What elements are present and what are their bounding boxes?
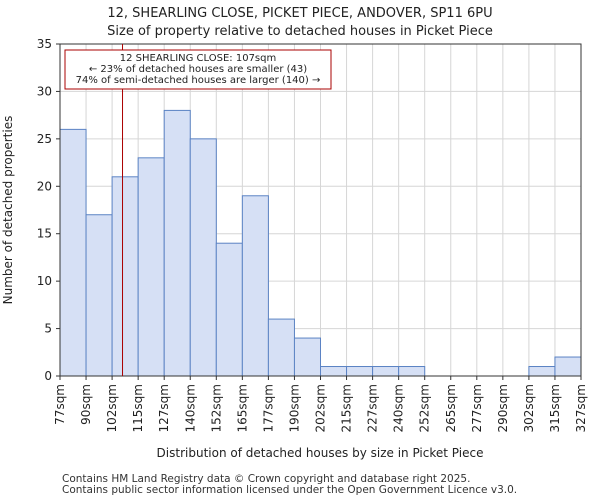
y-tick-label: 5 [44,322,52,336]
footer-copyright: Contains HM Land Registry data © Crown c… [62,473,471,485]
bar [215,242,243,377]
x-tick-label: 215sqm [340,384,354,432]
x-tick-label: 227sqm [366,384,380,432]
footer-licence: Contains public sector information licen… [62,484,518,496]
y-tick-labels: 0 5 10 15 20 25 30 35 [37,37,60,383]
x-tick-label: 177sqm [261,384,275,432]
bar [528,366,556,377]
y-tick-label: 20 [37,179,52,193]
x-tick-label: 127sqm [157,384,171,432]
chart-title-line1: 12, SHEARLING CLOSE, PICKET PIECE, ANDOV… [107,6,493,21]
property-marker: 12 SHEARLING CLOSE: 107sqm← 23% of detac… [64,44,332,376]
bar [163,109,191,377]
bar [372,366,400,377]
y-tick-label: 15 [37,227,52,241]
x-tick-label: 290sqm [496,384,510,432]
marker-annotation-line: 74% of semi-detached houses are larger (… [76,75,321,86]
x-tick-label: 202sqm [314,384,328,432]
x-tick-label: 152sqm [209,384,223,432]
marker-annotation-line: 12 SHEARLING CLOSE: 107sqm [120,53,276,64]
y-axis-label: Number of detached properties [1,116,15,305]
x-tick-label: 252sqm [418,384,432,432]
bar [85,214,113,377]
x-tick-label: 140sqm [183,384,197,432]
bars [59,109,582,377]
x-tick-label: 265sqm [444,384,458,432]
x-tick-label: 315sqm [548,384,562,432]
bar [346,366,374,377]
x-tick-label: 115sqm [131,384,145,432]
x-tick-label: 190sqm [287,384,301,432]
bar [241,195,269,377]
y-tick-label: 30 [37,84,52,98]
bar [320,366,348,377]
bar [293,337,322,377]
bar [111,176,139,377]
y-tick-label: 10 [37,274,52,288]
x-tick-label: 77sqm [53,384,67,425]
chart-title-line2: Size of property relative to detached ho… [107,24,493,39]
x-tick-label: 327sqm [574,384,588,432]
y-tick-label: 25 [37,132,52,146]
x-tick-label: 240sqm [392,384,406,432]
x-tick-label: 165sqm [235,384,249,432]
x-tick-label: 277sqm [470,384,484,432]
x-tick-label: 102sqm [105,384,119,432]
x-tick-labels: 77sqm 90sqm 102sqm 115sqm 127sqm 140sqm 152sqm… [53,376,588,432]
bar [554,356,582,377]
y-tick-label: 35 [37,37,52,51]
bar [137,157,165,377]
bar [267,318,295,377]
x-axis-label: Distribution of detached houses by size … [157,446,484,460]
bar [189,138,217,377]
x-tick-label: 90sqm [79,384,93,425]
x-tick-label: 302sqm [522,384,536,432]
marker-annotation-line: ← 23% of detached houses are smaller (43… [89,64,307,75]
y-tick-label: 0 [44,369,52,383]
marker-annotation-box [64,49,332,90]
bar [398,366,426,377]
bar [59,128,87,377]
